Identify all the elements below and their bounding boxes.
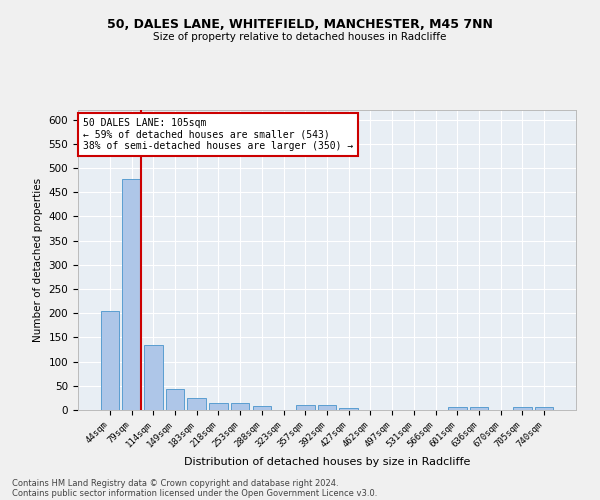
Bar bbox=[209, 402, 227, 410]
Text: 50 DALES LANE: 105sqm
← 59% of detached houses are smaller (543)
38% of semi-det: 50 DALES LANE: 105sqm ← 59% of detached … bbox=[83, 118, 353, 150]
Text: 50, DALES LANE, WHITEFIELD, MANCHESTER, M45 7NN: 50, DALES LANE, WHITEFIELD, MANCHESTER, … bbox=[107, 18, 493, 30]
Bar bbox=[296, 405, 314, 410]
Bar bbox=[166, 388, 184, 410]
Bar bbox=[122, 179, 141, 410]
Bar bbox=[513, 407, 532, 410]
Text: Size of property relative to detached houses in Radcliffe: Size of property relative to detached ho… bbox=[154, 32, 446, 42]
Bar bbox=[231, 403, 250, 410]
Bar bbox=[144, 344, 163, 410]
Y-axis label: Number of detached properties: Number of detached properties bbox=[33, 178, 43, 342]
Bar bbox=[448, 407, 467, 410]
X-axis label: Distribution of detached houses by size in Radcliffe: Distribution of detached houses by size … bbox=[184, 457, 470, 467]
Bar bbox=[340, 408, 358, 410]
Bar bbox=[470, 407, 488, 410]
Text: Contains public sector information licensed under the Open Government Licence v3: Contains public sector information licen… bbox=[12, 488, 377, 498]
Bar bbox=[187, 398, 206, 410]
Bar bbox=[535, 407, 553, 410]
Bar bbox=[318, 405, 336, 410]
Bar bbox=[253, 406, 271, 410]
Bar bbox=[101, 312, 119, 410]
Text: Contains HM Land Registry data © Crown copyright and database right 2024.: Contains HM Land Registry data © Crown c… bbox=[12, 478, 338, 488]
